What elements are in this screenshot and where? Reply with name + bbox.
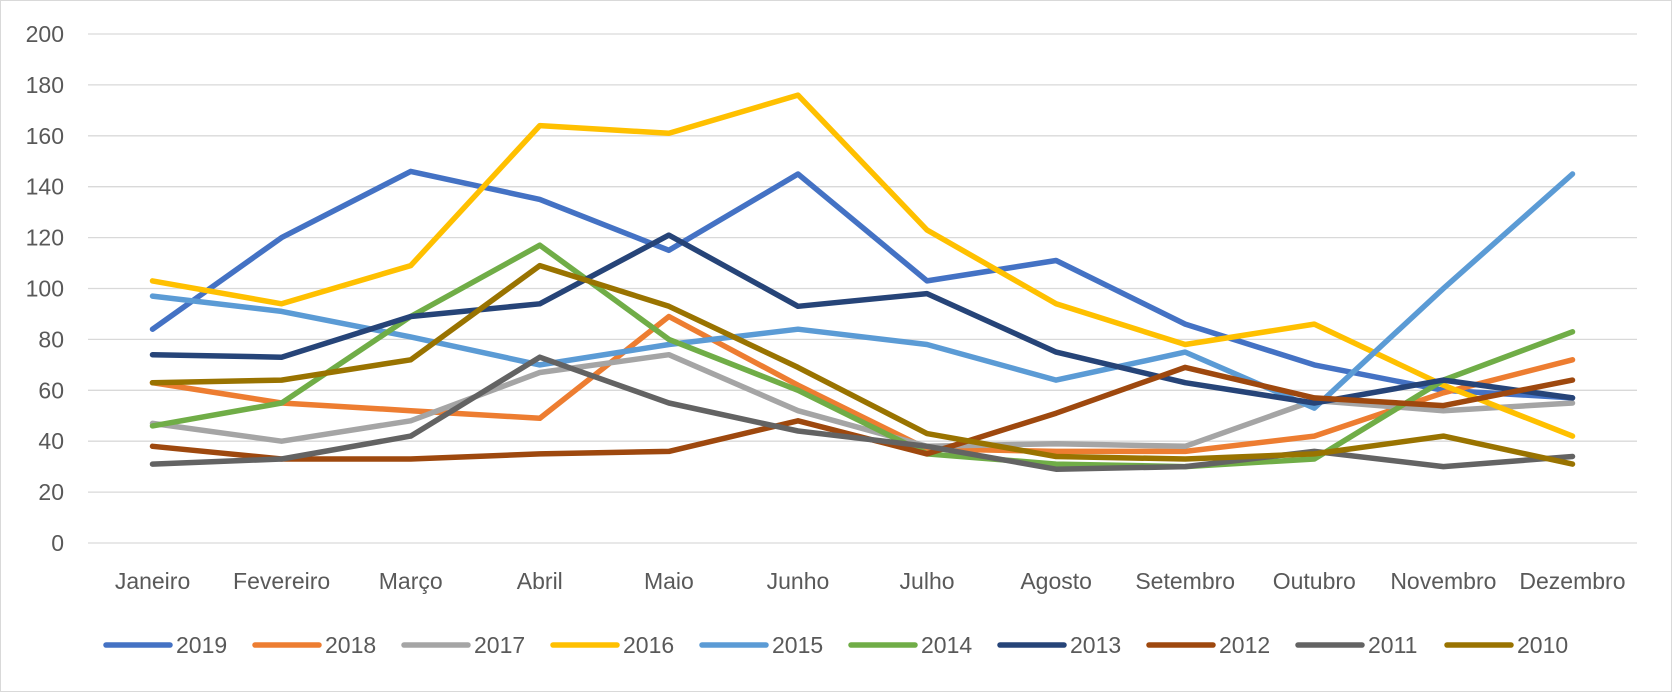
y-tick-label: 180: [26, 72, 64, 98]
legend-label-2017: 2017: [474, 632, 525, 658]
y-tick-label: 140: [26, 174, 64, 200]
x-tick-label: Abril: [517, 568, 563, 594]
series-line-2016: [149, 92, 1576, 439]
x-tick-label: Julho: [900, 568, 955, 594]
y-tick-label: 20: [38, 479, 64, 505]
legend-label-2019: 2019: [176, 632, 227, 658]
y-tick-label: 100: [26, 276, 64, 302]
x-tick-label: Agosto: [1020, 568, 1092, 594]
x-tick-label: Fevereiro: [233, 568, 330, 594]
legend-label-2010: 2010: [1517, 632, 1568, 658]
legend-label-2012: 2012: [1219, 632, 1270, 658]
series-line-2011: [149, 354, 1576, 472]
y-tick-label: 60: [38, 377, 64, 403]
x-tick-label: Novembro: [1390, 568, 1496, 594]
x-tick-label: Outubro: [1273, 568, 1356, 594]
x-tick-label: Dezembro: [1519, 568, 1625, 594]
y-tick-label: 0: [51, 530, 64, 556]
y-tick-label: 120: [26, 225, 64, 251]
legend-label-2018: 2018: [325, 632, 376, 658]
legend-label-2014: 2014: [921, 632, 972, 658]
legend-label-2013: 2013: [1070, 632, 1121, 658]
series-line-2019: [149, 168, 1576, 401]
series-lines: [149, 92, 1576, 472]
legend-label-2011: 2011: [1368, 632, 1417, 658]
x-tick-label: Junho: [767, 568, 830, 594]
y-tick-label: 200: [26, 21, 64, 47]
y-axis-ticks: 0 20 40 60 80 100 120 140 160 180 200: [26, 21, 64, 556]
legend-label-2015: 2015: [772, 632, 823, 658]
y-tick-label: 40: [38, 428, 64, 454]
x-axis-ticks: Janeiro Fevereiro Março Abril Maio Junho Julho…: [115, 568, 1626, 594]
x-tick-label: Setembro: [1135, 568, 1235, 594]
y-tick-label: 160: [26, 123, 64, 149]
series-line-2014: [149, 242, 1576, 470]
series-line-2017: [149, 351, 1576, 450]
series-line-2018: [149, 313, 1576, 455]
x-tick-label: Março: [379, 568, 443, 594]
x-tick-label: Maio: [644, 568, 694, 594]
gridlines: [88, 33, 1637, 544]
y-tick-label: 80: [38, 326, 64, 352]
series-line-2010: [149, 262, 1576, 467]
x-tick-label: Janeiro: [115, 568, 190, 594]
legend-label-2016: 2016: [623, 632, 674, 658]
legend: 2019 2018 2017 2016 2015 2014 2013 2012 2011 2010: [103, 632, 1568, 658]
